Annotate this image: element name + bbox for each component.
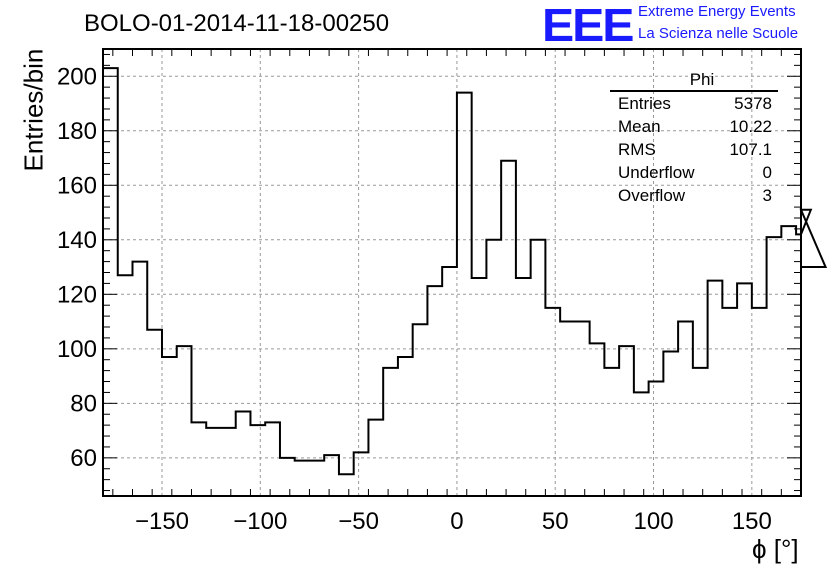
stats-title: Phi [610, 70, 778, 92]
y-tick-label: 140 [57, 227, 97, 254]
histogram-bin [103, 68, 118, 496]
histogram-bin [575, 322, 590, 496]
histogram-bin [590, 343, 605, 496]
histogram-bin [531, 240, 546, 496]
histogram-bin [324, 455, 339, 496]
stats-value: 3 [762, 186, 772, 205]
x-tick-label: 0 [450, 508, 463, 535]
histogram-bin [177, 346, 192, 496]
x-tick-label: −50 [338, 508, 379, 535]
histogram-bin [206, 428, 221, 496]
histogram-bin [693, 368, 708, 496]
histogram-bin [162, 357, 177, 496]
histogram-bin [280, 458, 295, 496]
histogram-bin [118, 275, 133, 496]
y-tick-label: 160 [57, 172, 97, 199]
y-tick-label: 100 [57, 336, 97, 363]
histogram-outline [102, 67, 828, 496]
histogram-bin [501, 161, 516, 496]
histogram-bin [383, 368, 398, 496]
stats-value: 107.1 [729, 140, 772, 159]
histogram-bin [132, 262, 147, 496]
histogram-bin [634, 392, 649, 496]
histogram-bin [457, 93, 472, 496]
y-axis-label: Entries/bin [18, 48, 49, 172]
histogram-bin [722, 308, 737, 496]
y-tick-label: 80 [70, 390, 97, 417]
x-tick-label: 100 [634, 508, 674, 535]
chart-title: BOLO-01-2014-11-18-00250 [84, 10, 390, 37]
y-tick-label: 200 [57, 63, 97, 90]
stats-value: 10.22 [729, 117, 772, 136]
histogram-bin [354, 452, 369, 496]
stats-label: RMS [618, 140, 656, 159]
x-tick-label: −150 [135, 508, 189, 535]
stats-label: Underflow [618, 163, 695, 182]
x-tick-label: 150 [732, 508, 772, 535]
histogram-bin [221, 428, 236, 496]
histogram-bin [708, 281, 723, 496]
y-tick-label: 120 [57, 281, 97, 308]
histogram-bin [781, 226, 796, 496]
histogram-bin [737, 283, 752, 496]
histogram-bin [486, 240, 501, 496]
histogram-bin [339, 474, 354, 496]
histogram-bin [678, 322, 693, 496]
histogram-bin [619, 346, 634, 496]
histogram-bin [147, 330, 162, 496]
x-tick-label: 50 [542, 508, 569, 535]
stats-box: Phi Entries 5378 Mean 10.22 RMS 107.1 Un… [610, 70, 778, 207]
histogram-bin [368, 420, 383, 496]
stats-value: 5378 [734, 94, 772, 113]
logo-line-2: La Scienza nelle Scuole [638, 25, 799, 42]
histogram-bin [265, 422, 280, 496]
histogram-bin [604, 368, 619, 496]
stats-value: 0 [762, 163, 772, 182]
histogram-bin [427, 286, 442, 496]
x-axis-label: ϕ [°] [752, 534, 799, 564]
histogram-bin [398, 357, 413, 496]
histogram-bin [752, 308, 767, 496]
stats-row-underflow: Underflow 0 [610, 161, 778, 184]
eee-logo: EEE [542, 0, 634, 51]
histogram-bin [649, 382, 664, 496]
histogram-bin [295, 461, 310, 496]
histogram-bin [442, 267, 457, 496]
stats-label: Entries [618, 94, 671, 113]
y-tick-label: 60 [70, 445, 97, 472]
logo-line-1: Extreme Energy Events [638, 3, 796, 20]
histogram-bin [236, 412, 251, 496]
histogram-bin [191, 422, 206, 496]
histogram-bin [413, 324, 428, 496]
stats-label: Overflow [618, 186, 686, 205]
histogram-bin [545, 308, 560, 496]
x-tick-label: −100 [233, 508, 287, 535]
stats-row-overflow: Overflow 3 [610, 184, 778, 207]
stats-label: Mean [618, 117, 661, 136]
stats-row-rms: RMS 107.1 [610, 138, 778, 161]
stats-row-entries: Entries 5378 [610, 92, 778, 115]
histogram-bin [767, 237, 782, 496]
stats-row-mean: Mean 10.22 [610, 115, 778, 138]
histogram-bin [250, 425, 265, 496]
histogram-bin [560, 322, 575, 496]
histogram-bin [516, 278, 531, 496]
y-tick-label: 180 [57, 118, 97, 145]
histogram-bin [663, 352, 678, 496]
histogram-bin [472, 278, 487, 496]
histogram-bin [309, 461, 324, 496]
